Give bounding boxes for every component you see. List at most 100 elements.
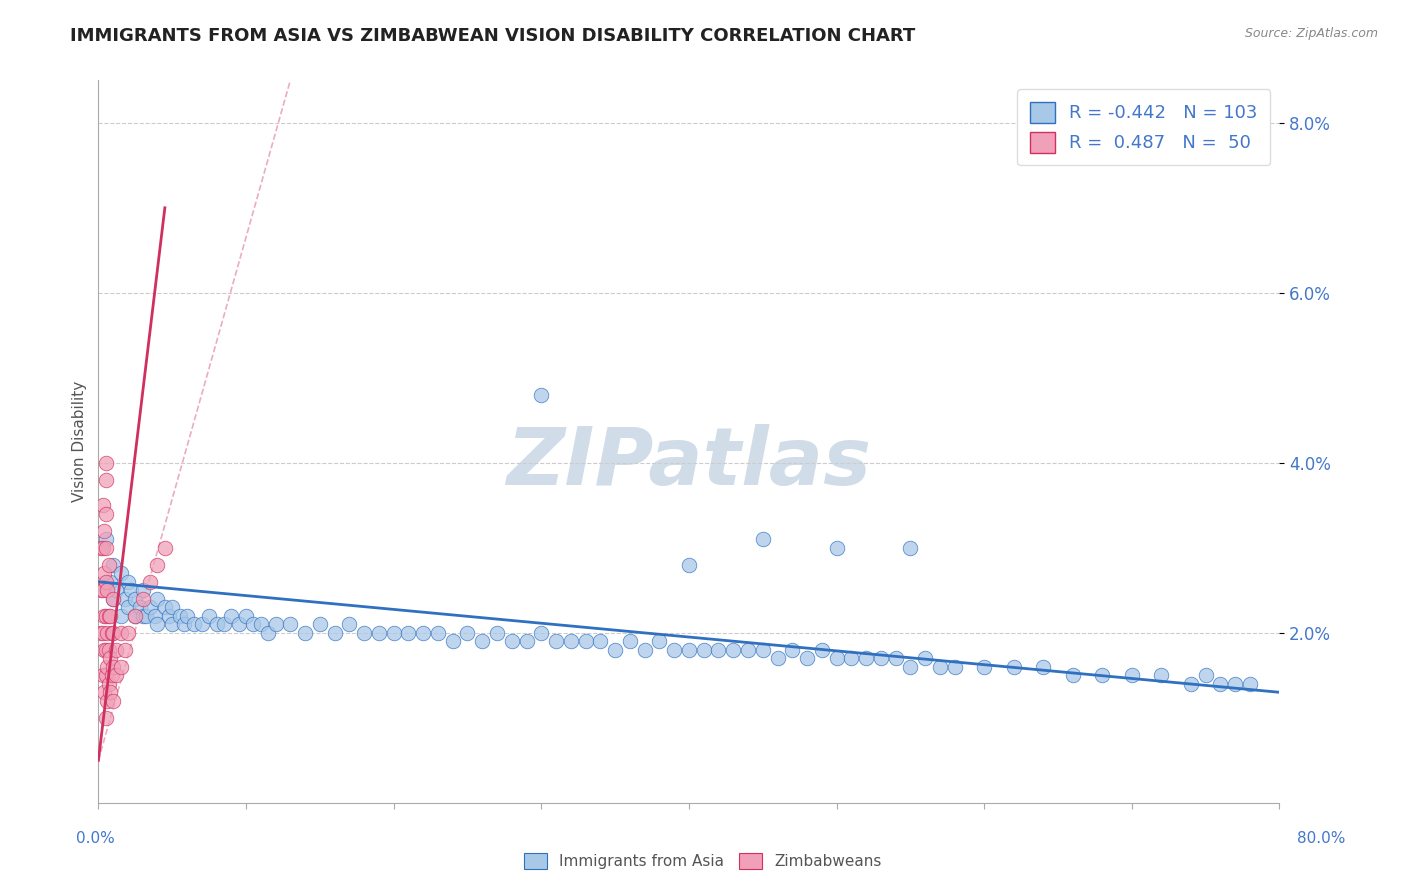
Point <box>94 456 117 470</box>
Point <box>575 634 598 648</box>
Point <box>339 617 361 632</box>
Point <box>94 533 117 547</box>
Point <box>752 533 775 547</box>
Legend: Immigrants from Asia, Zimbabweans: Immigrants from Asia, Zimbabweans <box>517 847 889 875</box>
Point <box>235 608 257 623</box>
Point <box>664 642 686 657</box>
Point <box>619 634 641 648</box>
Point <box>105 583 128 598</box>
Point <box>914 651 936 665</box>
Point <box>153 541 176 555</box>
Point <box>146 617 169 632</box>
Point <box>146 591 169 606</box>
Text: ZIPatlas: ZIPatlas <box>506 425 872 502</box>
Text: Source: ZipAtlas.com: Source: ZipAtlas.com <box>1244 27 1378 40</box>
Point <box>90 541 112 555</box>
Point <box>1225 677 1247 691</box>
Point <box>103 591 125 606</box>
Point <box>841 651 863 665</box>
Point <box>117 625 139 640</box>
Point <box>90 583 112 598</box>
Point <box>530 388 553 402</box>
Point <box>124 591 146 606</box>
Point <box>103 660 125 674</box>
Point <box>105 668 128 682</box>
Point <box>100 625 122 640</box>
Point <box>1180 677 1202 691</box>
Point <box>98 608 121 623</box>
Point <box>796 651 818 665</box>
Point <box>884 651 907 665</box>
Point <box>1062 668 1084 682</box>
Point <box>589 634 612 648</box>
Point <box>103 694 125 708</box>
Point <box>294 625 316 640</box>
Point <box>103 625 125 640</box>
Point <box>546 634 568 648</box>
Point <box>183 617 205 632</box>
Point <box>143 608 166 623</box>
Point <box>198 608 221 623</box>
Point <box>162 617 183 632</box>
Point <box>264 617 287 632</box>
Point <box>132 591 155 606</box>
Point <box>634 642 657 657</box>
Point <box>139 600 162 615</box>
Point <box>139 574 162 589</box>
Point <box>153 600 176 615</box>
Point <box>516 634 538 648</box>
Point <box>427 625 450 640</box>
Point <box>94 473 117 487</box>
Point <box>97 558 120 572</box>
Point <box>94 574 117 589</box>
Point <box>1121 668 1143 682</box>
Point <box>501 634 523 648</box>
Point <box>162 600 183 615</box>
Point <box>228 617 250 632</box>
Point <box>96 694 118 708</box>
Point <box>93 642 115 657</box>
Point <box>110 625 132 640</box>
Text: 80.0%: 80.0% <box>1298 831 1346 846</box>
Point <box>97 677 120 691</box>
Point <box>135 608 157 623</box>
Point <box>117 574 139 589</box>
Point <box>96 625 118 640</box>
Point <box>91 498 114 512</box>
Point <box>457 625 479 640</box>
Point <box>173 617 195 632</box>
Point <box>114 642 136 657</box>
Point <box>93 524 115 538</box>
Point <box>973 660 995 674</box>
Point <box>825 651 848 665</box>
Legend: R = -0.442   N = 103, R =  0.487   N =  50: R = -0.442 N = 103, R = 0.487 N = 50 <box>1017 89 1271 165</box>
Point <box>560 634 582 648</box>
Point <box>605 642 627 657</box>
Point <box>91 583 114 598</box>
Point <box>176 608 198 623</box>
Point <box>737 642 759 657</box>
Point <box>93 608 115 623</box>
Point <box>678 558 700 572</box>
Point <box>117 600 139 615</box>
Point <box>693 642 716 657</box>
Point <box>1150 668 1173 682</box>
Point <box>98 651 121 665</box>
Point <box>943 660 966 674</box>
Point <box>250 617 273 632</box>
Point <box>96 660 118 674</box>
Point <box>124 608 146 623</box>
Point <box>257 625 280 640</box>
Point <box>782 642 804 657</box>
Point <box>98 685 121 699</box>
Point <box>114 591 136 606</box>
Point <box>723 642 745 657</box>
Point <box>146 558 169 572</box>
Point <box>94 608 117 623</box>
Point <box>280 617 302 632</box>
Point <box>221 608 243 623</box>
Point <box>94 507 117 521</box>
Point <box>93 566 115 581</box>
Point <box>242 617 264 632</box>
Point <box>1002 660 1025 674</box>
